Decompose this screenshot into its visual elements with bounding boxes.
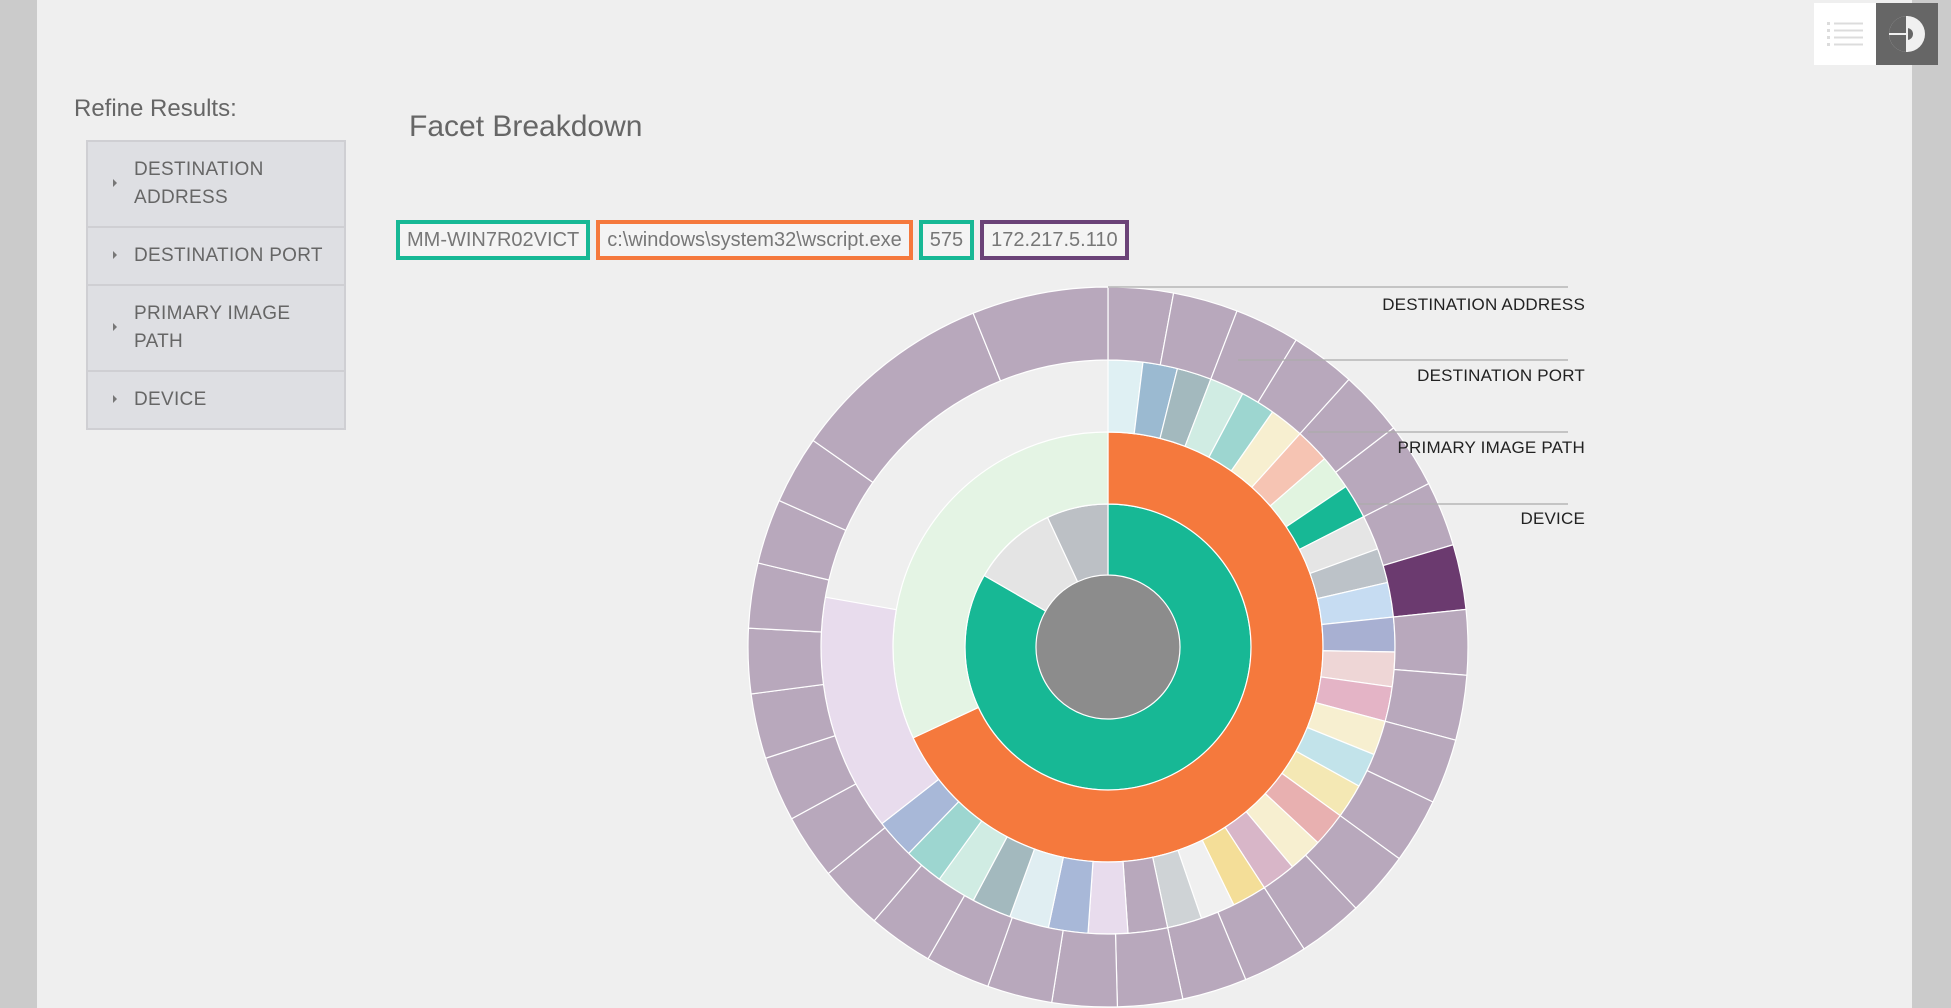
facet-device[interactable]: DEVICE	[88, 372, 344, 428]
caret-right-icon	[113, 323, 117, 331]
breadcrumb: MM-WIN7R02VICT c:\windows\system32\wscri…	[396, 220, 1129, 260]
breadcrumb-image-path[interactable]: c:\windows\system32\wscript.exe	[596, 220, 913, 260]
sunburst-segment-address[interactable]	[747, 627, 825, 695]
pie-chart-icon	[1889, 16, 1925, 52]
ring-label-destination-port: DESTINATION PORT	[1417, 366, 1585, 385]
facet-primary-image-path[interactable]: PRIMARY IMAGE PATH	[88, 286, 344, 372]
sunburst-segment-address[interactable]	[1392, 608, 1469, 676]
breadcrumb-port[interactable]: 575	[918, 220, 975, 260]
facet-destination-address[interactable]: DESTINATION ADDRESS	[88, 142, 344, 228]
ring-label-destination-address: DESTINATION ADDRESS	[1382, 295, 1585, 314]
facet-destination-port[interactable]: DESTINATION PORT	[88, 228, 344, 286]
list-icon	[1827, 22, 1863, 46]
sunburst-center[interactable]	[1036, 575, 1180, 719]
caret-right-icon	[113, 395, 117, 403]
refine-results-title: Refine Results:	[74, 95, 237, 122]
facet-label: PRIMARY IMAGE PATH	[134, 303, 291, 352]
chart-view-button[interactable]	[1876, 3, 1938, 65]
sunburst-segment-address[interactable]	[812, 312, 1002, 484]
facet-label: DEVICE	[134, 389, 207, 410]
breadcrumb-device[interactable]: MM-WIN7R02VICT	[396, 220, 591, 260]
ring-label-primary-image-path: PRIMARY IMAGE PATH	[1397, 438, 1585, 457]
breadcrumb-address[interactable]: 172.217.5.110	[980, 220, 1129, 260]
caret-right-icon	[113, 251, 117, 259]
facet-label: DESTINATION PORT	[134, 245, 323, 266]
main-panel: Refine Results: DESTINATION ADDRESS DEST…	[37, 0, 1938, 1008]
facet-list: DESTINATION ADDRESS DESTINATION PORT PRI…	[86, 140, 346, 430]
view-toggle	[1814, 3, 1938, 65]
list-view-button[interactable]	[1814, 3, 1876, 65]
ring-label-device: DEVICE	[1520, 509, 1585, 528]
sunburst-segment-address[interactable]	[972, 286, 1109, 382]
sunburst-chart	[747, 286, 1568, 1008]
sunburst-segment-port[interactable]	[1087, 860, 1129, 935]
facet-label: DESTINATION ADDRESS	[134, 159, 264, 208]
page-title: Facet Breakdown	[409, 110, 643, 143]
caret-right-icon	[113, 179, 117, 187]
